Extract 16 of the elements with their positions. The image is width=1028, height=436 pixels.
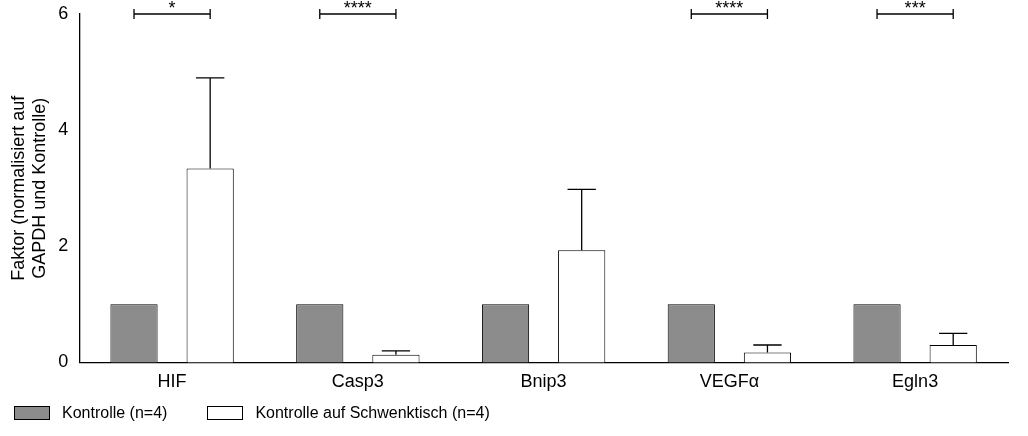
annotation: ***	[904, 0, 926, 18]
legend-label: Kontrolle (n=4)	[62, 404, 168, 422]
y-tick-label: 0	[58, 351, 69, 372]
annotation: ****	[715, 0, 744, 18]
y-axis-title: Faktor (normalisiert auf GAPDH und Kontrolle)	[7, 94, 50, 281]
legend-label: Kontrolle auf Schwenktisch (n=4)	[255, 404, 490, 422]
y-tick-label: 6	[58, 2, 69, 23]
x-tick-label: Casp3	[331, 371, 384, 392]
x-tick-label: Egln3	[892, 371, 939, 392]
annotation: *	[168, 0, 176, 18]
y-tick-label: 2	[58, 235, 69, 256]
annotation: ****	[343, 0, 372, 18]
x-tick-label: VEGFα	[699, 371, 760, 392]
x-tick-label: HIF	[157, 371, 187, 392]
x-tick-label: Bnip3	[520, 371, 567, 392]
y-tick-label: 4	[58, 119, 69, 140]
